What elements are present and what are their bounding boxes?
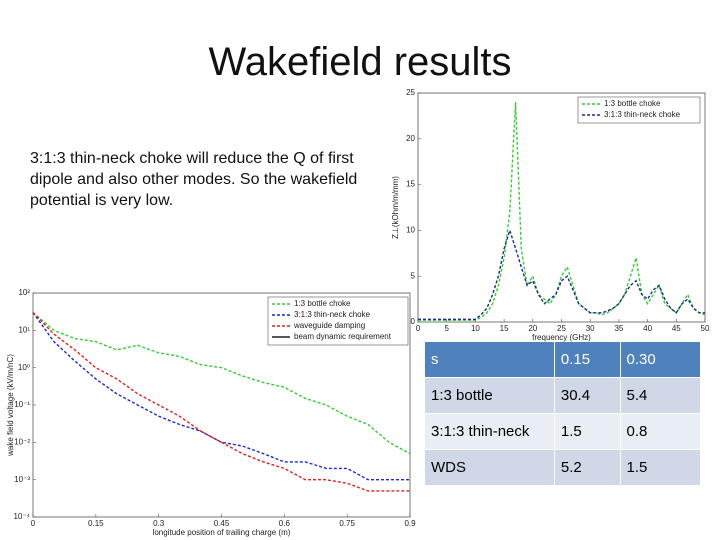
body-text: 3:1:3 thin-neck choke will reduce the Q … (30, 150, 358, 209)
y-tick-label: 25 (406, 88, 415, 97)
table-row: WDS 5.2 1.5 (425, 449, 702, 486)
series-group (33, 311, 410, 492)
y-axis-label: wake field voltage (kV/m/nC) (6, 354, 15, 457)
legend-label: beam dynamic requirement (294, 332, 392, 341)
x-tick-label: 25 (557, 324, 566, 333)
table-row: s 0.15 0.30 (425, 342, 702, 378)
legend-label: 3:1:3 thin-neck choke (604, 110, 681, 119)
data-line (33, 311, 410, 455)
y-tick-label: 10⁻¹ (14, 400, 30, 409)
data-line (33, 312, 410, 481)
y-tick-label: 15 (406, 180, 415, 189)
table-row: 1:3 bottle 30.4 5.4 (425, 377, 702, 414)
x-axis-label: frequency (GHz) (532, 333, 591, 342)
x-tick-label: 30 (586, 324, 595, 333)
plot-area (417, 92, 706, 323)
x-tick-label: 0.9 (404, 519, 416, 528)
table-cell: 3:1:3 thin-neck (425, 413, 555, 450)
x-tick-label: 45 (672, 324, 681, 333)
y-tick-label: 0 (411, 317, 416, 326)
table-cell: 0.30 (620, 342, 702, 378)
legend-box (267, 296, 409, 346)
x-tick-label: 0 (31, 519, 36, 528)
legend-box (577, 96, 701, 124)
data-line (33, 312, 410, 492)
series-group (418, 102, 705, 321)
x-tick-label: 35 (614, 324, 623, 333)
data-line (418, 228, 705, 320)
table-row: 3:1:3 thin-neck 1.5 0.8 (425, 413, 702, 450)
results-table: s 0.15 0.30 1:3 bottle 30.4 5.4 3:1:3 thin-nec… (425, 342, 702, 486)
x-tick-label: 50 (701, 324, 710, 333)
y-tick-label: 5 (411, 271, 416, 280)
y-tick-label: 10² (18, 288, 30, 297)
table-cell: 1.5 (554, 413, 621, 450)
table-cell: 1.5 (620, 449, 702, 486)
legend-label: 1:3 bottle choke (604, 99, 661, 108)
y-tick-label: 10⁻² (14, 437, 30, 446)
x-tick-label: 15 (500, 324, 509, 333)
table-cell: 5.4 (620, 377, 702, 414)
x-tick-label: 10 (471, 324, 480, 333)
slide-title: Wakefield results (208, 40, 512, 84)
table-cell: 0.8 (620, 413, 702, 450)
table-cell: 1:3 bottle (425, 377, 555, 414)
y-tick-label: 10⁻³ (14, 475, 30, 484)
data-line (418, 102, 705, 321)
x-tick-label: 20 (528, 324, 537, 333)
x-axis-label: longitude position of trailing charge (m… (153, 528, 291, 537)
y-axis-label: Z⊥(kOhm/m/mm) (391, 176, 400, 239)
x-tick-label: 0 (416, 324, 421, 333)
table-cell: 30.4 (554, 377, 621, 414)
table-cell: s (425, 342, 555, 378)
x-tick-label: 0.15 (88, 519, 104, 528)
x-tick-label: 0.3 (153, 519, 165, 528)
legend-label: 3:1:3 thin-neck choke (294, 310, 371, 319)
table-cell: 5.2 (554, 449, 621, 486)
x-tick-label: 5 (444, 324, 449, 333)
y-tick-label: 10⁻⁴ (13, 512, 30, 521)
table-cell: WDS (425, 449, 555, 486)
y-tick-label: 20 (406, 134, 415, 143)
x-tick-label: 0.45 (214, 519, 230, 528)
legend-label: 1:3 bottle choke (294, 299, 351, 308)
x-tick-label: 40 (643, 324, 652, 333)
legend-label: waveguide damping (293, 321, 365, 330)
table-cell: 0.15 (554, 342, 621, 378)
x-tick-label: 0.75 (339, 519, 355, 528)
y-tick-label: 10⁰ (18, 363, 30, 372)
y-tick-label: 10¹ (18, 325, 30, 334)
x-tick-label: 0.6 (279, 519, 291, 528)
y-tick-label: 10 (406, 226, 415, 235)
